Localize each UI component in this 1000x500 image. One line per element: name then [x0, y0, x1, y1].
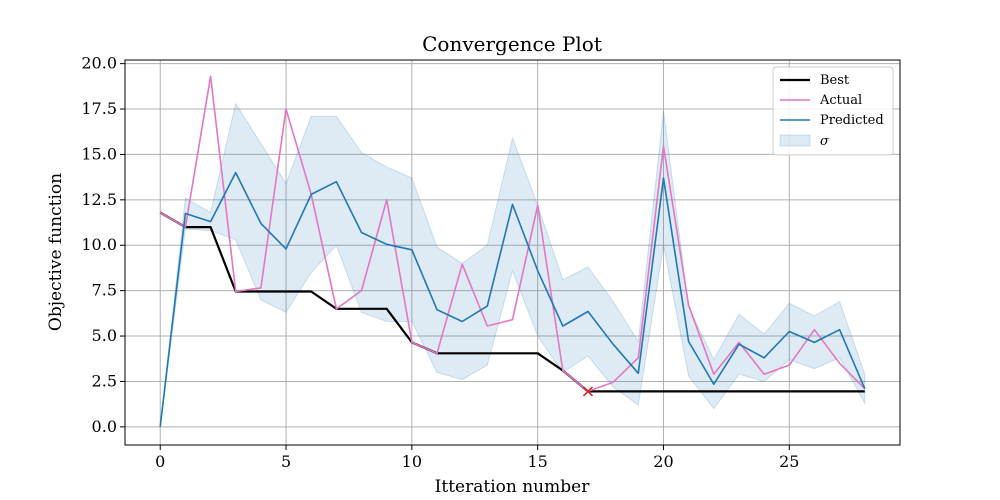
y-axis-label: Objective function	[46, 173, 66, 331]
legend-swatch-sigma	[779, 134, 811, 147]
y-axis: 0.0 2.5 5.0 7.5 10.0 12.5 15.0 17.5 20.0	[81, 54, 125, 436]
axes-frame	[124, 59, 901, 446]
best-point-marker	[582, 386, 594, 397]
series-line-best	[159, 211, 865, 393]
x-axis-label: Itteration number	[435, 477, 591, 497]
y-tick-label: 12.5	[81, 190, 117, 209]
grid	[125, 60, 900, 445]
series-line-predicted	[159, 171, 866, 427]
x-axis: 0 5 10 15 20 25	[155, 445, 799, 471]
y-tick-label: 15.0	[81, 144, 117, 163]
y-tick-label: 20.0	[81, 54, 117, 73]
plot-area	[159, 75, 866, 427]
legend-label-actual: Actual	[819, 93, 862, 108]
y-tick-label: 0.0	[92, 417, 117, 436]
x-tick-label: 25	[779, 452, 799, 471]
series-line-actual	[159, 75, 866, 393]
x-tick-label: 20	[653, 452, 673, 471]
legend-label-sigma: σ	[820, 134, 830, 149]
x-tick-label: 0	[155, 452, 165, 471]
y-tick-label: 17.5	[81, 99, 117, 118]
y-tick-label: 10.0	[81, 235, 117, 254]
y-tick-label: 2.5	[92, 371, 117, 390]
legend-box	[772, 66, 894, 156]
legend-label-predicted: Predicted	[820, 113, 884, 128]
legend: Best Actual Predicted σ	[772, 66, 894, 156]
x-tick-label: 5	[281, 452, 291, 471]
y-tick-label: 7.5	[92, 281, 117, 300]
chart-title: Convergence Plot	[422, 32, 602, 56]
legend-label-best: Best	[820, 73, 850, 88]
y-tick-label: 5.0	[92, 326, 117, 345]
x-tick-label: 15	[527, 452, 547, 471]
x-tick-label: 10	[402, 452, 422, 471]
